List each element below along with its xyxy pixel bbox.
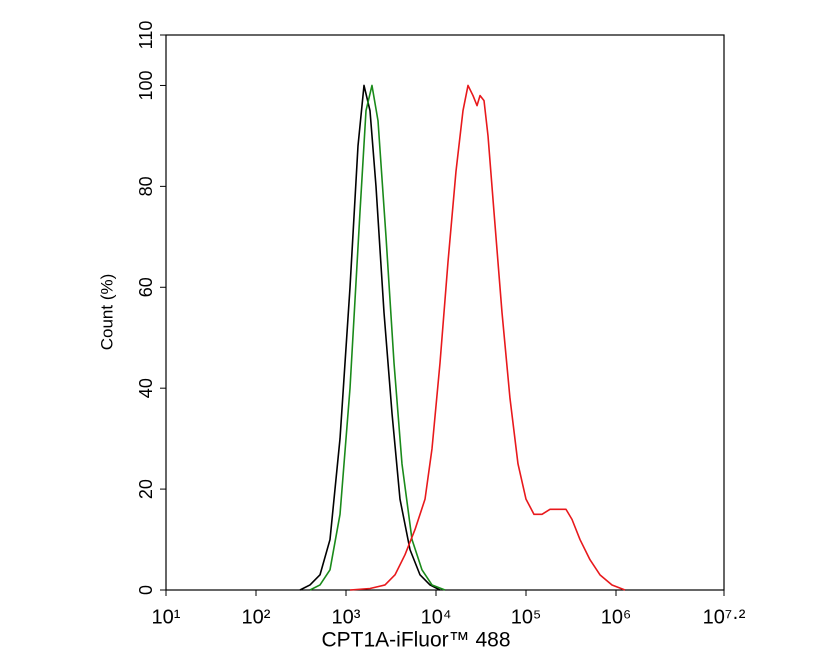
- plot-frame: [165, 34, 725, 591]
- y-tick-label: 40: [136, 378, 156, 398]
- x-axis-title: CPT1A-iFluor™ 488: [321, 629, 510, 652]
- y-tick-label: 100: [136, 70, 156, 100]
- x-tick-label: 10⁶: [601, 606, 631, 628]
- x-tick-label: 10¹: [152, 606, 181, 628]
- x-tick-label: 10²: [242, 606, 271, 628]
- y-axis-title: Count (%): [97, 274, 116, 351]
- series-line: [299, 84, 441, 591]
- x-tick-label: 10⁷·²: [703, 606, 746, 628]
- y-tick-label: 0: [136, 585, 156, 595]
- x-tick-label: 10³: [332, 606, 361, 628]
- y-tick-label: 80: [136, 176, 156, 196]
- series-line: [349, 84, 626, 591]
- y-tick-label: 60: [136, 277, 156, 297]
- x-tick-label: 10⁴: [421, 606, 452, 628]
- y-tick-label: 20: [136, 479, 156, 499]
- series-line: [309, 84, 446, 591]
- x-tick-label: 10⁵: [511, 606, 542, 628]
- y-tick-label: 110: [136, 21, 156, 50]
